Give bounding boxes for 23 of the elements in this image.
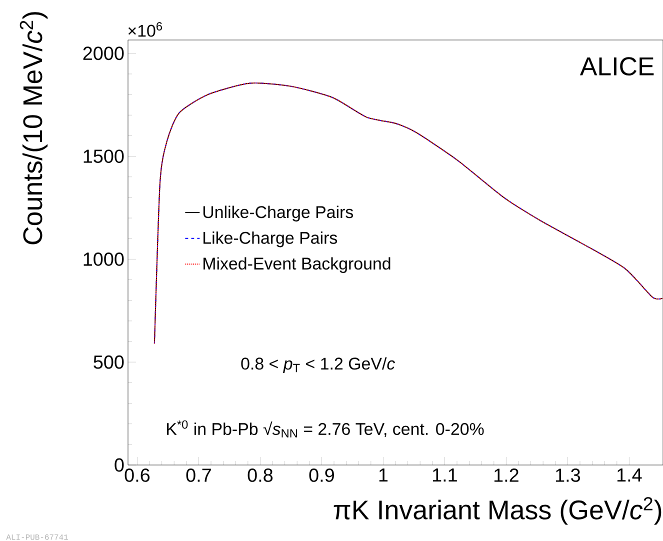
x-tick-label: 1 <box>379 468 388 482</box>
y-tick-label: 1000 <box>84 252 124 266</box>
annotation: K$^{*0}$ in Pb-Pb √s$_{NN}$ = 2.76 TeV, cent. 0-20% <box>167 420 484 438</box>
annotation: ALICE <box>580 57 654 76</box>
y-axis-title: Counts/(10 MeV/c$^{2}$) <box>20 12 48 244</box>
x-tick-label: 1.2 <box>494 468 518 482</box>
legend-label: Unlike-Charge Pairs <box>203 206 354 222</box>
x-axis-title: πK Invariant Mass (GeV/c$^{2}$) <box>334 497 662 525</box>
x-tick-label: 1.4 <box>617 468 642 482</box>
y-tick-label: 1500 <box>84 150 124 163</box>
y-tick-label: 2000 <box>83 46 124 60</box>
legend-label: Mixed-Event Background <box>204 257 390 273</box>
annotation: 0.8 < p$_{T}$ < 1.2 GeV/c <box>241 357 395 374</box>
x-tick-label: 0.8 <box>248 468 273 482</box>
text: ×10$^{6}$ <box>128 22 162 37</box>
x-tick-label: 1.3 <box>556 468 580 482</box>
y-tick-label: 500 <box>94 355 124 369</box>
x-tick-label: 0.9 <box>309 468 334 482</box>
x-tick-label: 0.7 <box>186 468 211 482</box>
x-tick-label: 0.6 <box>124 468 150 482</box>
y-tick-label: 0 <box>114 458 124 472</box>
legend-label: Like-Charge Pairs <box>204 231 338 248</box>
x-tick-label: 1.1 <box>432 468 457 482</box>
